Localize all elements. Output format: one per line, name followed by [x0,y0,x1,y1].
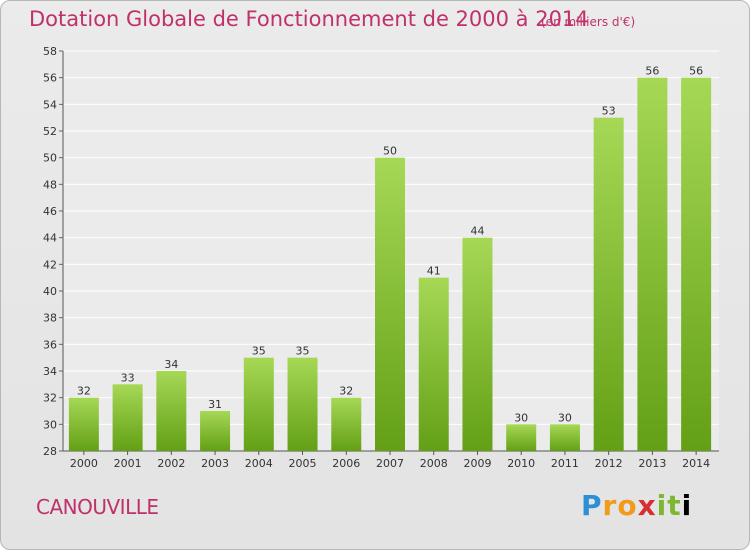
logo-letter: x [637,489,657,522]
bar [637,77,668,452]
bar [593,117,624,452]
y-tick-label: 42 [43,258,57,271]
logo-letter: o [617,489,638,522]
x-tick-label: 2013 [638,457,666,470]
data-label: 32 [77,385,91,398]
x-tick-label: 2001 [114,457,142,470]
bar [375,157,405,451]
data-label: 44 [470,225,484,238]
y-tick-label: 50 [43,152,57,165]
data-label: 31 [208,398,222,411]
data-label: 32 [339,385,353,398]
x-tick-label: 2003 [201,457,229,470]
x-tick-label: 2010 [507,457,535,470]
commune-name: CANOUVILLE [36,495,159,519]
chart-unit: (en milliers d'€) [541,15,636,29]
chart-title: Dotation Globale de Fonctionnement de 20… [29,7,589,31]
y-tick-label: 32 [43,392,57,405]
proxiti-logo: Proxiti [581,489,692,522]
x-tick-label: 2000 [70,457,98,470]
y-tick-label: 38 [43,312,57,325]
x-tick-label: 2014 [682,457,710,470]
logo-letter: r [602,489,618,522]
y-tick-label: 46 [43,205,57,218]
y-tick-label: 58 [43,45,57,58]
y-tick-label: 44 [43,232,57,245]
data-label: 56 [689,65,703,78]
data-label: 41 [427,265,441,278]
data-label: 35 [296,345,310,358]
y-tick-label: 34 [43,365,57,378]
x-tick-label: 2008 [420,457,448,470]
logo-letter: t [667,489,682,522]
x-tick-label: 2011 [551,457,579,470]
bar [331,397,362,451]
data-label: 33 [121,371,135,384]
y-tick-label: 30 [43,418,57,431]
data-label: 34 [164,358,178,371]
logo-letter: P [581,489,603,522]
y-tick-label: 40 [43,285,57,298]
bar [506,424,537,451]
bar [243,357,274,451]
bar [462,237,493,451]
bar [112,384,143,451]
y-tick-label: 36 [43,338,57,351]
x-tick-label: 2006 [332,457,360,470]
y-tick-label: 52 [43,125,57,138]
x-tick-label: 2012 [595,457,623,470]
x-tick-label: 2007 [376,457,404,470]
bar [200,411,231,451]
x-tick-label: 2002 [157,457,185,470]
bar [287,357,318,451]
x-tick-label: 2004 [245,457,273,470]
logo-letter: i [681,489,693,522]
data-label: 35 [252,345,266,358]
logo-letter: i [656,489,668,522]
y-tick-label: 56 [43,72,57,85]
x-tick-label: 2005 [289,457,317,470]
bar [418,277,449,451]
y-tick-label: 28 [43,445,57,458]
y-tick-label: 54 [43,98,57,111]
x-tick-label: 2009 [463,457,491,470]
data-label: 30 [558,411,572,424]
bar [156,371,187,451]
bar [681,77,712,452]
data-label: 53 [602,105,616,118]
data-label: 30 [514,411,528,424]
bar [549,424,580,451]
bar [68,397,99,451]
y-tick-label: 48 [43,178,57,191]
data-label: 50 [383,145,397,158]
data-label: 56 [645,65,659,78]
